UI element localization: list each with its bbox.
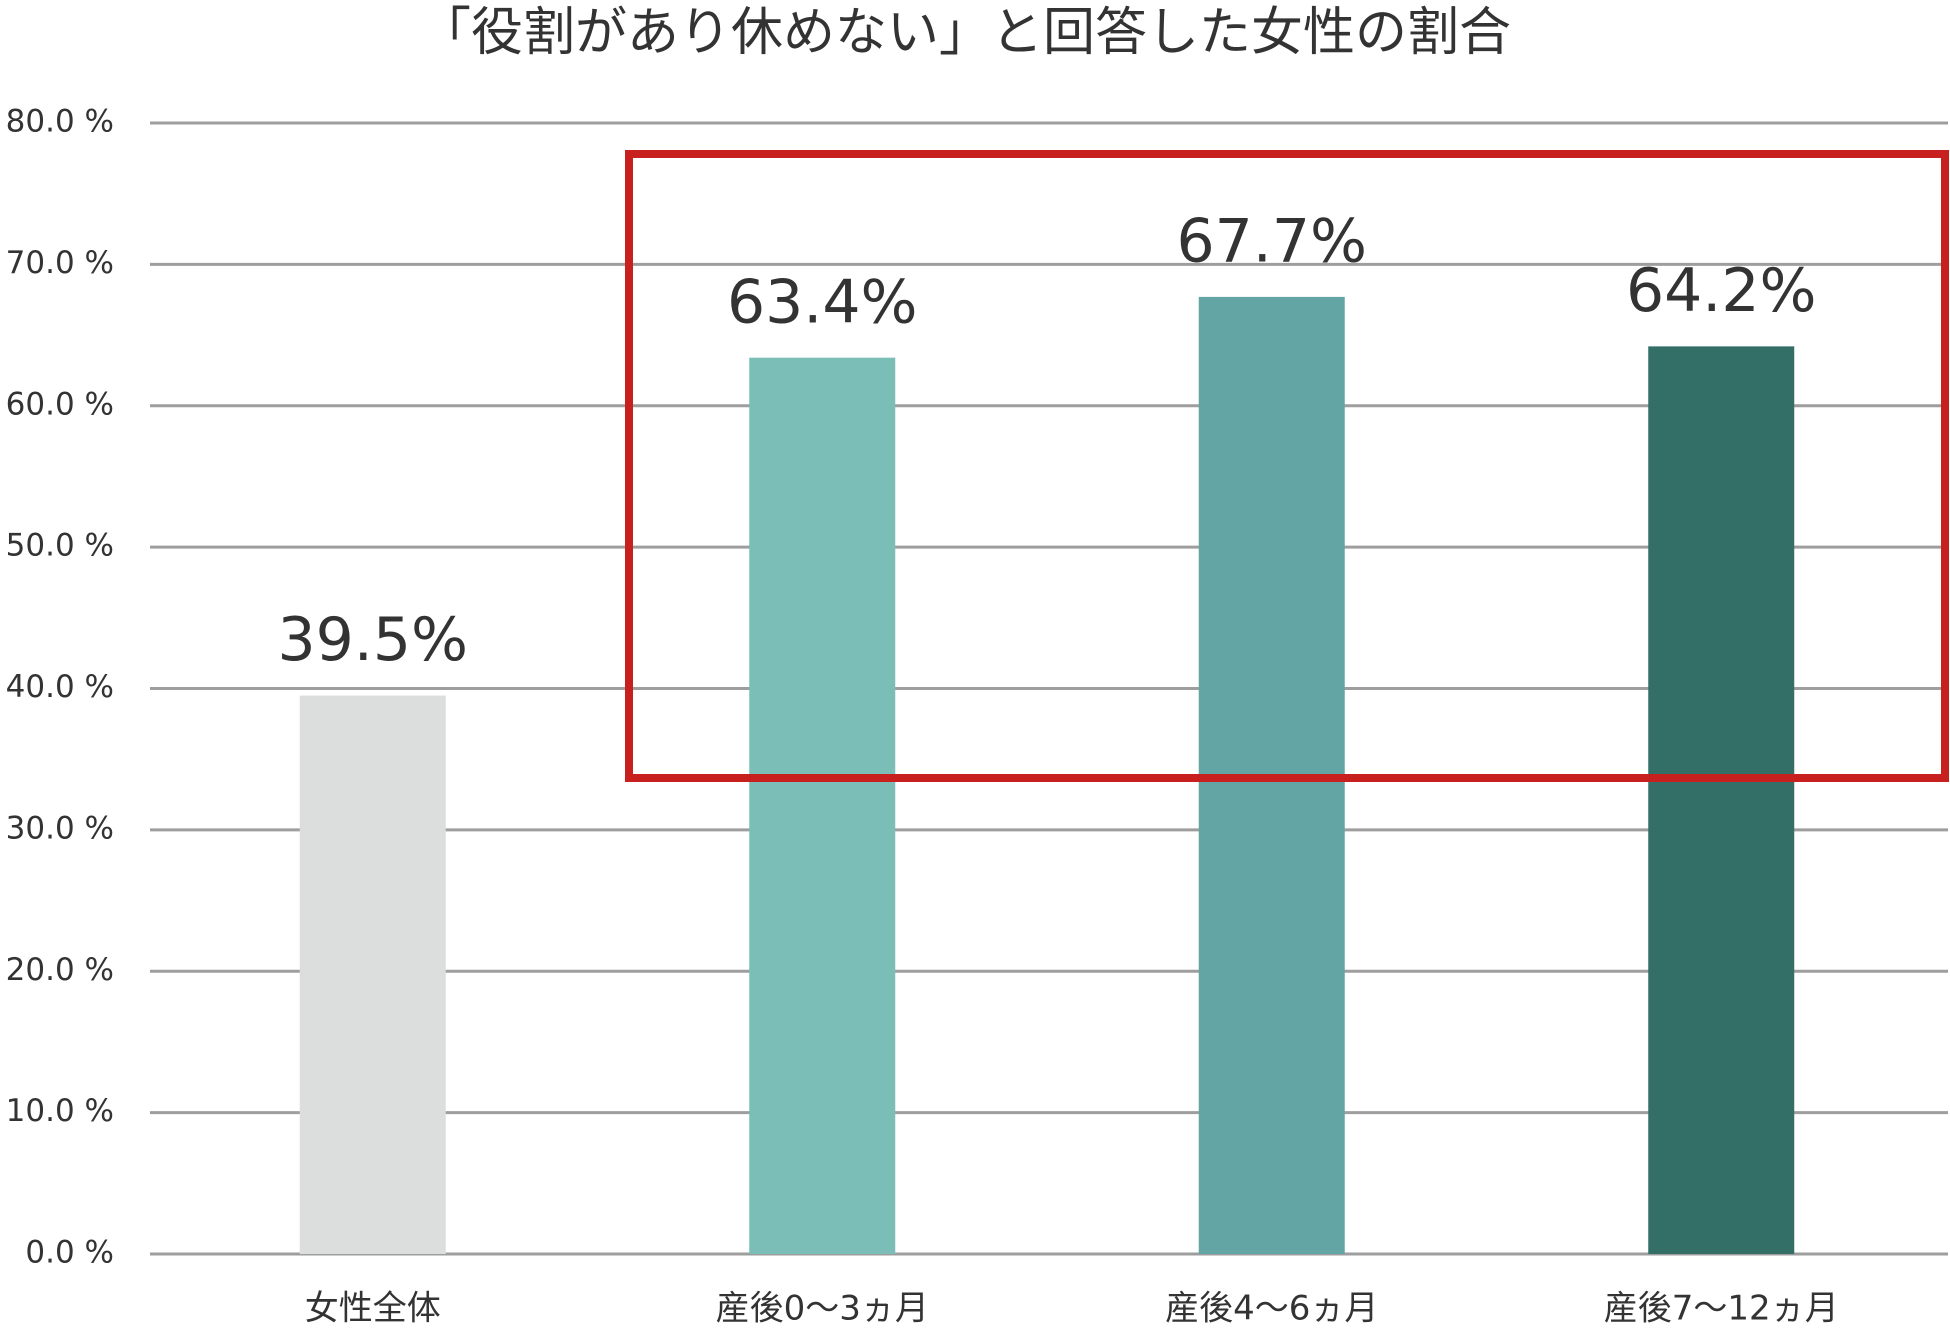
y-tick-label: 70.0 % — [6, 245, 114, 281]
value-label: 39.5% — [277, 605, 468, 675]
x-tick-label: 産後4〜6ヵ月 — [1165, 1289, 1378, 1329]
y-tick-label: 10.0 % — [6, 1093, 114, 1129]
value-label: 67.7% — [1176, 206, 1367, 276]
chart-title: 「役割があり休めない」と回答した女性の割合 — [419, 3, 1511, 63]
y-tick-label: 50.0 % — [6, 528, 114, 564]
x-tick-label: 産後7〜12ヵ月 — [1604, 1289, 1839, 1329]
value-label: 63.4% — [727, 267, 918, 337]
bar — [749, 357, 896, 1254]
x-tick-label: 女性全体 — [305, 1289, 441, 1329]
bar — [1648, 346, 1795, 1254]
y-tick-label: 40.0 % — [6, 669, 114, 705]
y-tick-label: 60.0 % — [6, 386, 114, 422]
x-tick-label: 産後0〜3ヵ月 — [716, 1289, 929, 1329]
y-tick-label: 0.0 % — [25, 1235, 114, 1271]
y-tick-label: 20.0 % — [6, 952, 114, 988]
highlight-box — [625, 150, 1949, 782]
value-label: 64.2% — [1626, 256, 1817, 326]
y-tick-label: 80.0 % — [6, 104, 114, 140]
bar — [299, 695, 446, 1254]
y-tick-label: 30.0 % — [6, 810, 114, 846]
